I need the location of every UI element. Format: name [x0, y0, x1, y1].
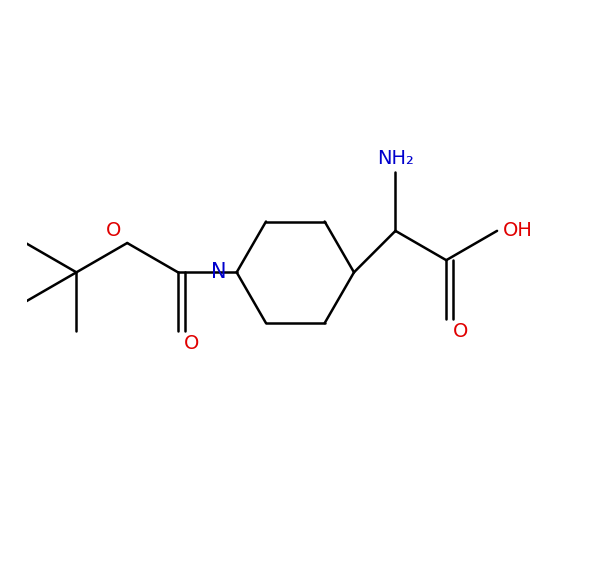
Text: O: O [106, 221, 121, 240]
Text: OH: OH [503, 221, 533, 240]
Text: O: O [453, 321, 468, 341]
Text: N: N [211, 263, 227, 282]
Text: O: O [183, 334, 199, 353]
Text: NH₂: NH₂ [377, 149, 414, 168]
